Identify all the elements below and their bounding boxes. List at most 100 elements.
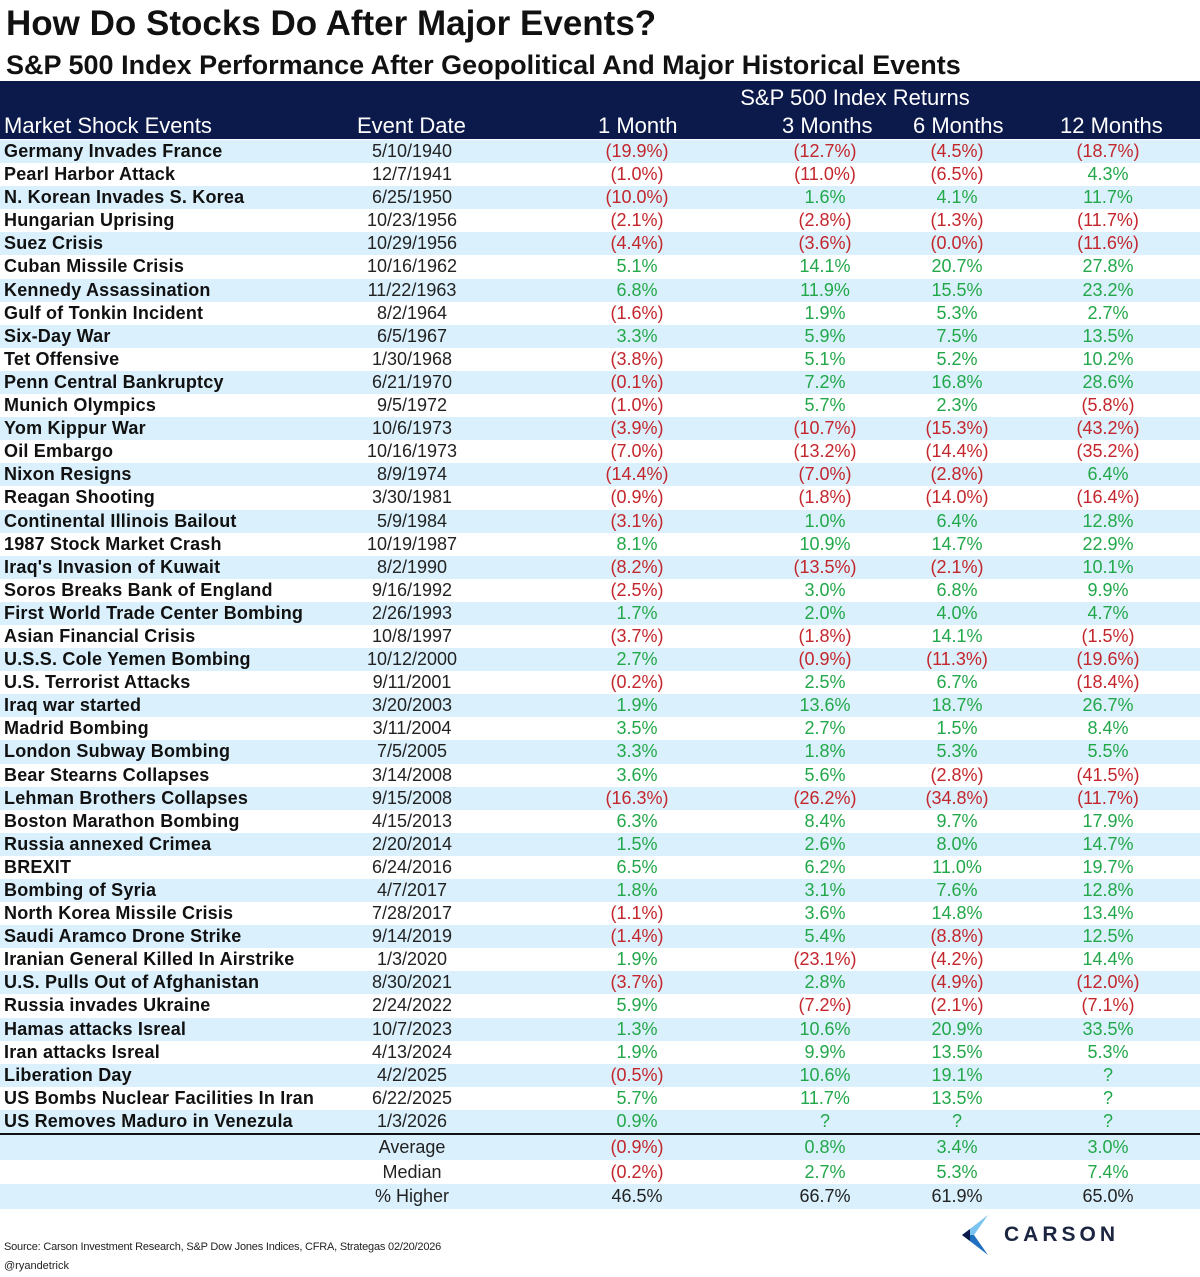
return-1m: (8.2%)	[610, 556, 664, 577]
event-name: Iraq war started	[4, 695, 142, 716]
return-1m: 3.5%	[616, 718, 658, 739]
summary-rows: Average (0.9%) 0.8% 3.4% 3.0% Median (0.2%) 2.7…	[0, 1135, 1200, 1209]
return-12m: 28.6%	[1082, 371, 1134, 392]
event-date: 10/16/1962	[366, 256, 458, 277]
return-3m: (1.8%)	[798, 625, 852, 646]
return-12m: 19.7%	[1082, 856, 1134, 877]
return-6m: (1.3%)	[930, 210, 984, 231]
event-name: Soros Breaks Bank of England	[4, 579, 273, 600]
return-6m: 6.4%	[936, 510, 978, 531]
return-12m: 8.4%	[1087, 718, 1129, 739]
return-3m: 7.2%	[804, 371, 846, 392]
table-row: Soros Breaks Bank of England 9/16/1992 (2.…	[0, 579, 1200, 602]
table-row: North Korea Missile Crisis 7/28/2017 (1.1%…	[0, 902, 1200, 925]
return-6m: (8.8%)	[930, 926, 984, 947]
return-1m: 8.1%	[616, 533, 658, 554]
event-name: Cuban Missile Crisis	[4, 256, 185, 277]
return-1m: (14.4%)	[605, 464, 669, 485]
event-date: % Higher	[374, 1186, 450, 1206]
return-3m: 2.7%	[804, 718, 846, 739]
event-name: Pearl Harbor Attack	[4, 164, 176, 185]
event-date: 5/9/1984	[376, 510, 448, 531]
return-3m: (7.2%)	[798, 995, 852, 1016]
return-3m: 9.9%	[804, 1041, 846, 1062]
event-date: 4/7/2017	[376, 880, 448, 900]
return-1m: (1.4%)	[610, 926, 664, 947]
return-3m: 1.6%	[804, 187, 846, 208]
return-12m: ?	[1102, 1064, 1113, 1085]
event-name: First World Trade Center Bombing	[4, 602, 304, 623]
return-6m: (0.0%)	[930, 233, 984, 254]
event-name: Six-Day War	[4, 325, 111, 346]
event-date: 1/30/1968	[371, 348, 453, 369]
return-1m: (3.1%)	[610, 510, 664, 531]
event-name: Russia invades Ukraine	[4, 995, 211, 1016]
event-date: 8/2/1990	[376, 556, 448, 577]
return-6m: 5.3%	[936, 741, 978, 762]
return-1m: (16.3%)	[605, 787, 669, 808]
event-date: 10/19/1987	[366, 533, 458, 554]
event-name: North Korea Missile Crisis	[4, 903, 234, 924]
return-6m: 5.3%	[936, 1161, 978, 1182]
event-name: Iranian General Killed In Airstrike	[4, 949, 295, 970]
carson-logo-icon	[962, 1215, 988, 1255]
return-3m: (3.6%)	[798, 233, 852, 254]
return-1m: 6.3%	[616, 810, 658, 831]
table-row: Nixon Resigns 8/9/1974 (14.4%) (7.0%) (2.8%)…	[0, 463, 1200, 487]
return-1m: (1.1%)	[610, 903, 664, 924]
event-name: Oil Embargo	[4, 441, 114, 462]
event-date: 6/5/1967	[376, 325, 448, 346]
event-date: 3/20/2003	[371, 695, 453, 716]
return-1m: 1.9%	[616, 695, 658, 716]
event-name: U.S.S. Cole Yemen Bombing	[4, 649, 251, 670]
return-12m: (11.7%)	[1077, 787, 1139, 808]
event-name: BREXIT	[4, 856, 72, 877]
return-1m: (0.2%)	[610, 1161, 664, 1182]
return-12m: 23.2%	[1082, 279, 1134, 300]
page-title: How Do Stocks Do After Major Events?	[6, 4, 657, 43]
return-3m: 11.7%	[800, 1087, 850, 1108]
return-1m: (3.8%)	[610, 348, 664, 369]
return-6m: (4.9%)	[930, 972, 984, 993]
event-name: U.S. Terrorist Attacks	[4, 672, 191, 693]
return-1m: 0.9%	[616, 1110, 658, 1131]
return-12m: 10.1%	[1082, 556, 1134, 577]
return-1m: (1.0%)	[610, 164, 664, 185]
return-12m: (11.6%)	[1077, 233, 1139, 254]
return-6m: 4.0%	[936, 602, 978, 623]
return-1m: (4.4%)	[610, 233, 664, 254]
return-3m: (1.8%)	[798, 487, 852, 508]
table-row: London Subway Bombing 7/5/2005 3.3% 1.8% 5.3…	[0, 740, 1200, 764]
table-row: Penn Central Bankruptcy 6/21/1970 (0.1%) 7.…	[0, 370, 1200, 395]
table-row: Asian Financial Crisis 10/8/1997 (3.7%) (1.…	[0, 625, 1200, 648]
table-row: Germany Invades France 5/10/1940 (19.9%) (1…	[0, 140, 1200, 164]
table-row: Iraq war started 3/20/2003 1.9% 13.6% 18.7% 2…	[0, 694, 1200, 718]
return-6m: 6.7%	[936, 672, 978, 693]
return-12m: 17.9%	[1082, 810, 1134, 831]
return-6m: 5.2%	[936, 348, 978, 369]
table-row: Hamas attacks Isreal 10/7/2023 1.3% 10.6% 20…	[0, 1017, 1200, 1041]
return-12m: (11.7%)	[1077, 210, 1139, 231]
event-name: Hamas attacks Isreal	[4, 1018, 187, 1039]
divider	[0, 1133, 1200, 1135]
table-row: Russia invades Ukraine 2/24/2022 5.9% (7.2%…	[0, 994, 1200, 1017]
return-12m: 12.5%	[1082, 926, 1134, 947]
event-name: Iraq's Invasion of Kuwait	[4, 556, 221, 577]
return-12m: (5.8%)	[1081, 395, 1135, 416]
event-name: Bear Stearns Collapses	[4, 764, 210, 785]
return-6m: (2.8%)	[930, 464, 984, 485]
event-date: 2/26/1993	[371, 602, 453, 623]
return-3m: 2.5%	[804, 672, 846, 693]
event-date: Median	[382, 1161, 442, 1182]
return-12m: (7.1%)	[1081, 995, 1135, 1016]
table-row: U.S. Terrorist Attacks 9/11/2001 (0.2%) 2.5…	[0, 671, 1200, 694]
event-date: 9/14/2019	[371, 926, 453, 947]
return-12m: (18.4%)	[1076, 672, 1140, 693]
return-1m: (0.2%)	[610, 672, 664, 693]
return-3m: 5.7%	[804, 395, 846, 416]
return-6m: 20.7%	[931, 256, 983, 277]
return-6m: 18.7%	[931, 695, 983, 716]
return-6m: 19.1%	[931, 1064, 983, 1085]
return-12m: 4.7%	[1087, 602, 1129, 623]
table-row: US Removes Maduro in Venezula 1/3/2026 0.9…	[0, 1109, 1200, 1134]
